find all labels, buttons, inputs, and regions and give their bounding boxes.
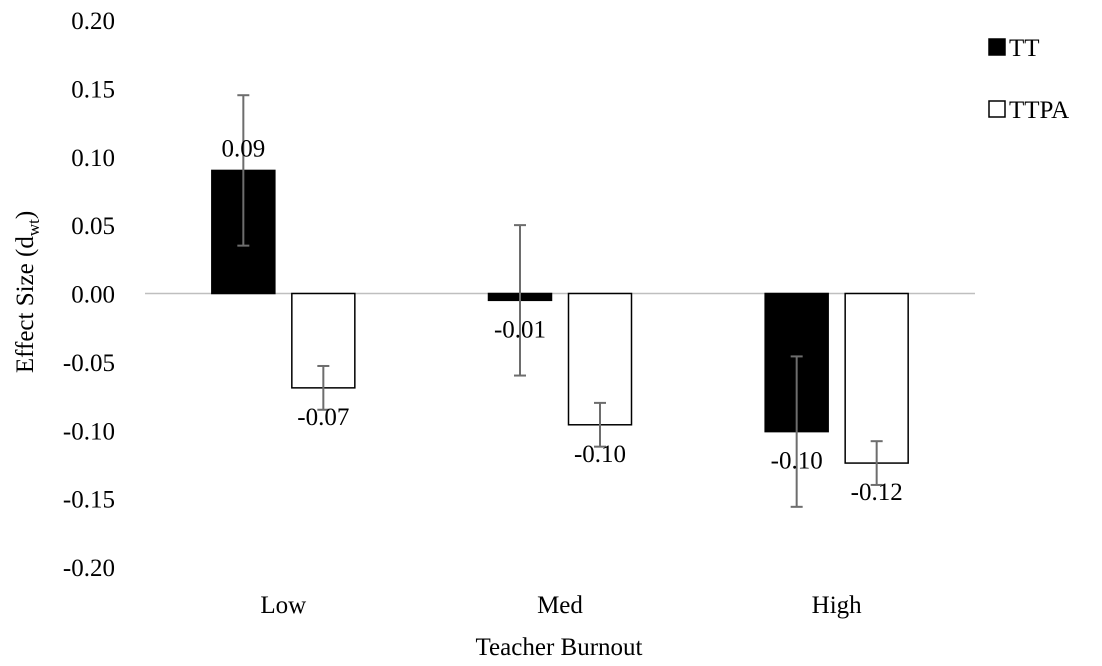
legend-label-ttpa: TTPA	[1009, 97, 1069, 124]
legend: TT TTPA	[988, 35, 1069, 124]
bar-ttpa-high	[844, 292, 909, 464]
y-tick-label: 0.10	[71, 145, 115, 172]
y-tick-label: -0.20	[63, 555, 115, 582]
x-axis-tick-labels: Low Med High	[260, 592, 862, 619]
y-tick-label: -0.05	[63, 350, 115, 377]
y-tick-label: 0.00	[71, 282, 115, 309]
data-labels: 0.09 -0.07 -0.01 -0.10 -0.10 -0.12	[221, 135, 902, 506]
x-tick-label-low: Low	[260, 592, 306, 619]
data-label-ttpa-low: -0.07	[297, 404, 349, 431]
data-label-ttpa-med: -0.10	[574, 441, 626, 468]
y-tick-label: 0.20	[71, 8, 115, 35]
x-tick-label-med: Med	[537, 592, 583, 619]
y-axis-title: Effect Size (dwt)	[12, 211, 43, 373]
legend-label-tt: TT	[1009, 35, 1040, 62]
legend-swatch-ttpa	[988, 100, 1006, 118]
y-tick-label: 0.05	[71, 213, 115, 240]
y-axis-title-subscript: wt	[24, 219, 43, 236]
data-label-tt-med: -0.01	[494, 316, 546, 343]
data-label-tt-low: 0.09	[221, 135, 265, 162]
data-label-tt-high: -0.10	[771, 448, 823, 475]
y-axis-title-main: Effect Size (d	[12, 236, 39, 373]
data-label-ttpa-high: -0.12	[851, 479, 903, 506]
x-tick-label-high: High	[812, 592, 863, 619]
y-tick-label: 0.15	[71, 76, 115, 103]
y-tick-label: -0.10	[63, 418, 115, 445]
y-tick-label: -0.15	[63, 487, 115, 514]
error-bars	[237, 94, 883, 508]
legend-swatch-tt	[988, 38, 1006, 56]
x-axis-title: Teacher Burnout	[476, 634, 643, 661]
y-axis-title-close: )	[12, 211, 39, 219]
y-axis-tick-labels: 0.20 0.15 0.10 0.05 0.00 -0.05 -0.10 -0.15 -0.20	[63, 8, 115, 582]
